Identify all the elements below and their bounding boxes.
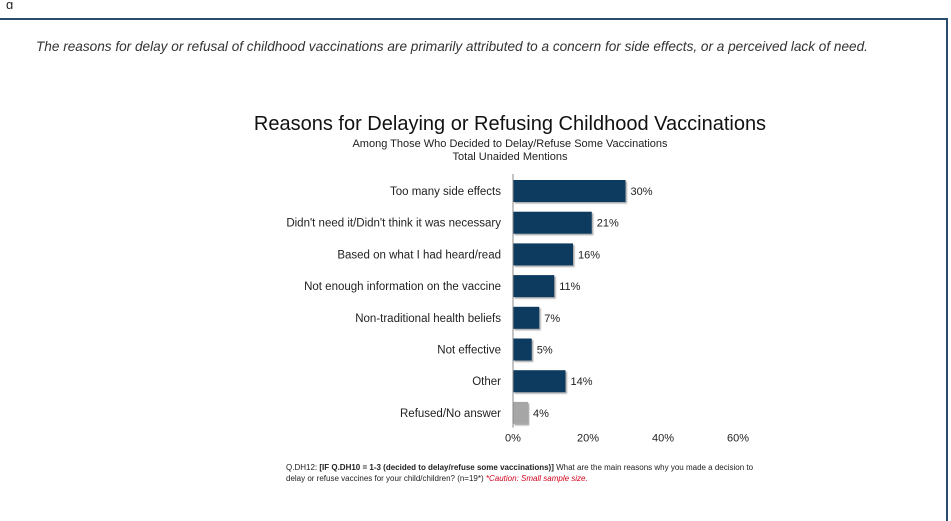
chart-subtitle-1: Among Those Who Decided to Delay/Refuse … [352, 138, 668, 150]
footnote-code: Q.DH12: [286, 463, 318, 472]
data-label-1: 21% [597, 218, 619, 230]
data-label-0: 30% [631, 186, 653, 198]
footnote-caution: *Caution: Small sample size. [485, 474, 588, 483]
data-label-6: 14% [571, 376, 593, 388]
x-tick-label-1: 20% [577, 433, 599, 445]
bar-7 [513, 401, 528, 424]
x-tick-label-2: 40% [652, 433, 674, 445]
data-label-7: 4% [533, 408, 549, 420]
bar-2 [513, 243, 573, 266]
chart-title: Reasons for Delaying or Refusing Childho… [253, 113, 767, 135]
x-tick-label-0: 0% [505, 433, 521, 445]
bar-4 [513, 306, 540, 329]
chart-subtitle-2: Total Unaided Mentions [452, 151, 568, 163]
x-tick-label-3: 60% [727, 433, 749, 445]
footnote-condition: [IF Q.DH10 = 1-3 (decided to delay/refus… [319, 463, 554, 472]
data-label-4: 7% [544, 313, 560, 325]
category-label-6: Other [472, 376, 501, 388]
category-label-4: Non-traditional health beliefs [355, 313, 501, 325]
footnote-question: What are the main reasons why you made a… [286, 463, 754, 483]
intro-text: The reasons for delay or refusal of chil… [36, 39, 868, 54]
category-label-7: Refused/No answer [400, 408, 501, 420]
bar-6 [513, 370, 566, 393]
bar-0 [513, 180, 626, 202]
bar-3 [513, 275, 555, 298]
content-frame [0, 18, 948, 521]
data-label-3: 11% [559, 281, 580, 293]
footnote: Q.DH12: [IF Q.DH10 = 1-3 (decided to del… [286, 462, 756, 484]
category-label-5: Not effective [437, 345, 501, 357]
bar-1 [513, 211, 592, 234]
header-fragment: g [6, 0, 14, 9]
category-label-0: Too many side effects [390, 186, 501, 198]
category-label-3: Not enough information on the vaccine [304, 281, 501, 293]
data-label-2: 16% [578, 249, 600, 261]
category-label-1: Didn't need it/Didn't think it was neces… [286, 218, 501, 230]
bar-5 [513, 338, 532, 361]
data-label-5: 5% [537, 345, 553, 357]
category-label-2: Based on what I had heard/read [337, 249, 501, 261]
